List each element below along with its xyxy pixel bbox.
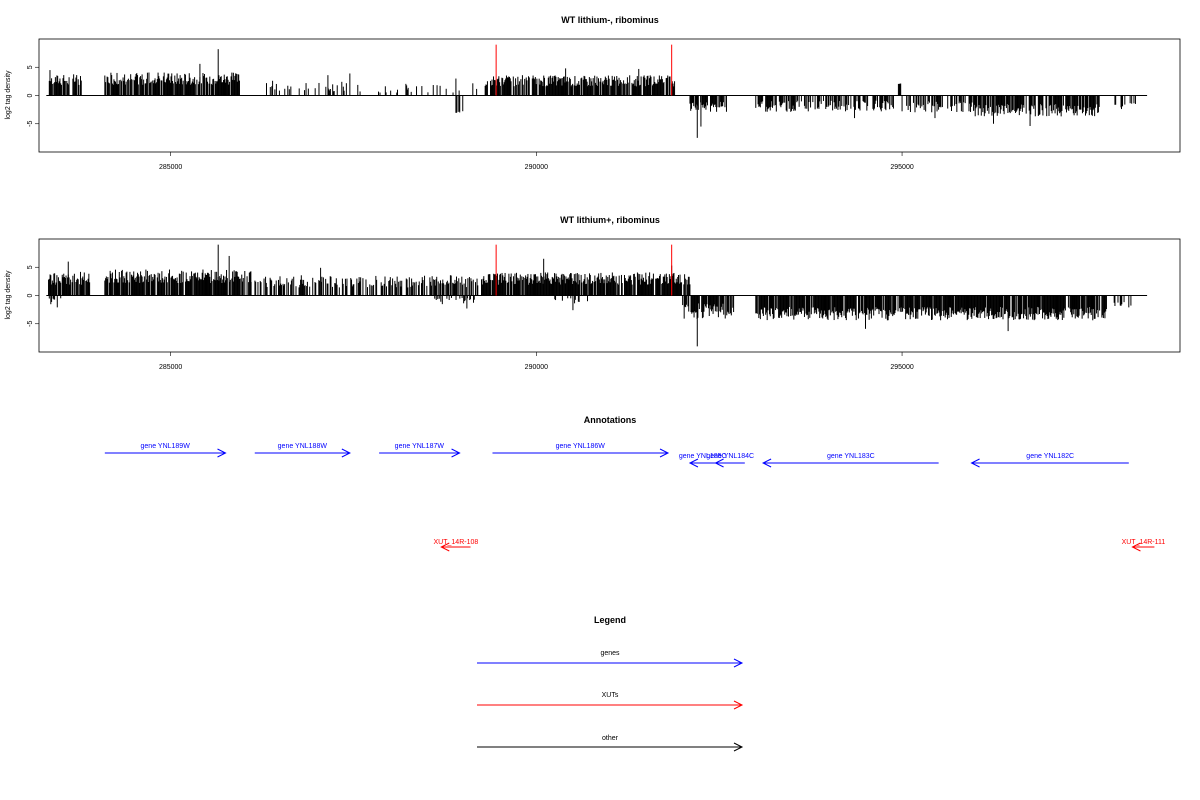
panel-title: WT lithium+, ribominus <box>560 215 660 225</box>
gene-label: gene YNL182C <box>1026 453 1074 460</box>
gene-label: gene YNL188W <box>278 443 328 450</box>
legend-arrow-arrowhead <box>733 742 744 752</box>
gene-arrow-arrowhead <box>970 458 980 468</box>
gene-arrow-arrowhead <box>451 448 461 458</box>
legend-items: genes XUTs other <box>477 650 744 752</box>
axes: -5 0 5 285000 290000 295000 <box>27 65 914 171</box>
y-axis-label: log2 tag density <box>5 270 12 320</box>
y-tick-label: 5 <box>27 265 34 269</box>
gene-arrow-arrowhead <box>688 458 699 468</box>
annotations-panel: Annotations gene YNL189W gene YNL188W ge… <box>104 415 1166 552</box>
gene-label: gene YNL183C <box>827 453 875 460</box>
axes: -5 0 5 285000 290000 295000 <box>27 265 914 371</box>
panel-lithium-minus: WT lithium-, ribominus log2 tag density … <box>5 15 1181 171</box>
legend-arrow-arrowhead <box>733 700 744 710</box>
x-tick-label: 295000 <box>890 164 913 171</box>
gene-arrow-arrowhead <box>761 458 772 468</box>
gene-label: gene YNL184C <box>706 453 754 460</box>
y-tick-label: 5 <box>27 65 34 69</box>
legend-arrow-arrowhead <box>733 658 744 668</box>
gene-arrow-arrowhead <box>217 448 227 458</box>
legend: Legend genes XUTs other <box>477 615 744 752</box>
gene-arrow-arrowhead <box>341 448 351 458</box>
gene-label: gene YNL187W <box>395 443 445 450</box>
signal-bars <box>46 244 1148 347</box>
panel-title: WT lithium-, ribominus <box>561 15 659 25</box>
xut-arrow-arrowhead <box>1131 542 1141 552</box>
gene-arrow-arrowhead <box>714 458 724 468</box>
gene-annotations: gene YNL189W gene YNL188W gene YNL187W g… <box>104 443 1129 468</box>
x-tick-label: 290000 <box>525 164 548 171</box>
y-tick-label: -5 <box>27 121 34 127</box>
x-tick-label: 295000 <box>890 364 913 371</box>
panel-lithium-plus: WT lithium+, ribominus log2 tag density … <box>5 215 1181 371</box>
legend-label-other: other <box>602 735 619 742</box>
gene-label: gene YNL185C <box>679 453 727 460</box>
annotations-title: Annotations <box>584 415 637 425</box>
gene-label: gene YNL186W <box>556 443 606 450</box>
xut-annotations: XUT_14R-108 XUT_14R-111 <box>434 539 1166 552</box>
y-tick-label: -5 <box>27 321 34 327</box>
y-tick-label: 0 <box>27 293 34 297</box>
x-tick-label: 285000 <box>159 364 182 371</box>
gene-label: gene YNL189W <box>141 443 191 450</box>
y-tick-label: 0 <box>27 93 34 97</box>
x-tick-label: 285000 <box>159 164 182 171</box>
legend-title: Legend <box>594 615 626 625</box>
xut-label: XUT_14R-108 <box>434 539 479 546</box>
xut-arrow-arrowhead <box>440 542 450 552</box>
gene-arrow-arrowhead <box>659 448 670 458</box>
legend-label-xuts: XUTs <box>602 692 619 699</box>
y-axis-label: log2 tag density <box>5 70 12 120</box>
signal-bars <box>46 44 1148 138</box>
legend-label-genes: genes <box>600 650 620 657</box>
x-tick-label: 290000 <box>525 364 548 371</box>
xut-label: XUT_14R-111 <box>1122 539 1166 546</box>
